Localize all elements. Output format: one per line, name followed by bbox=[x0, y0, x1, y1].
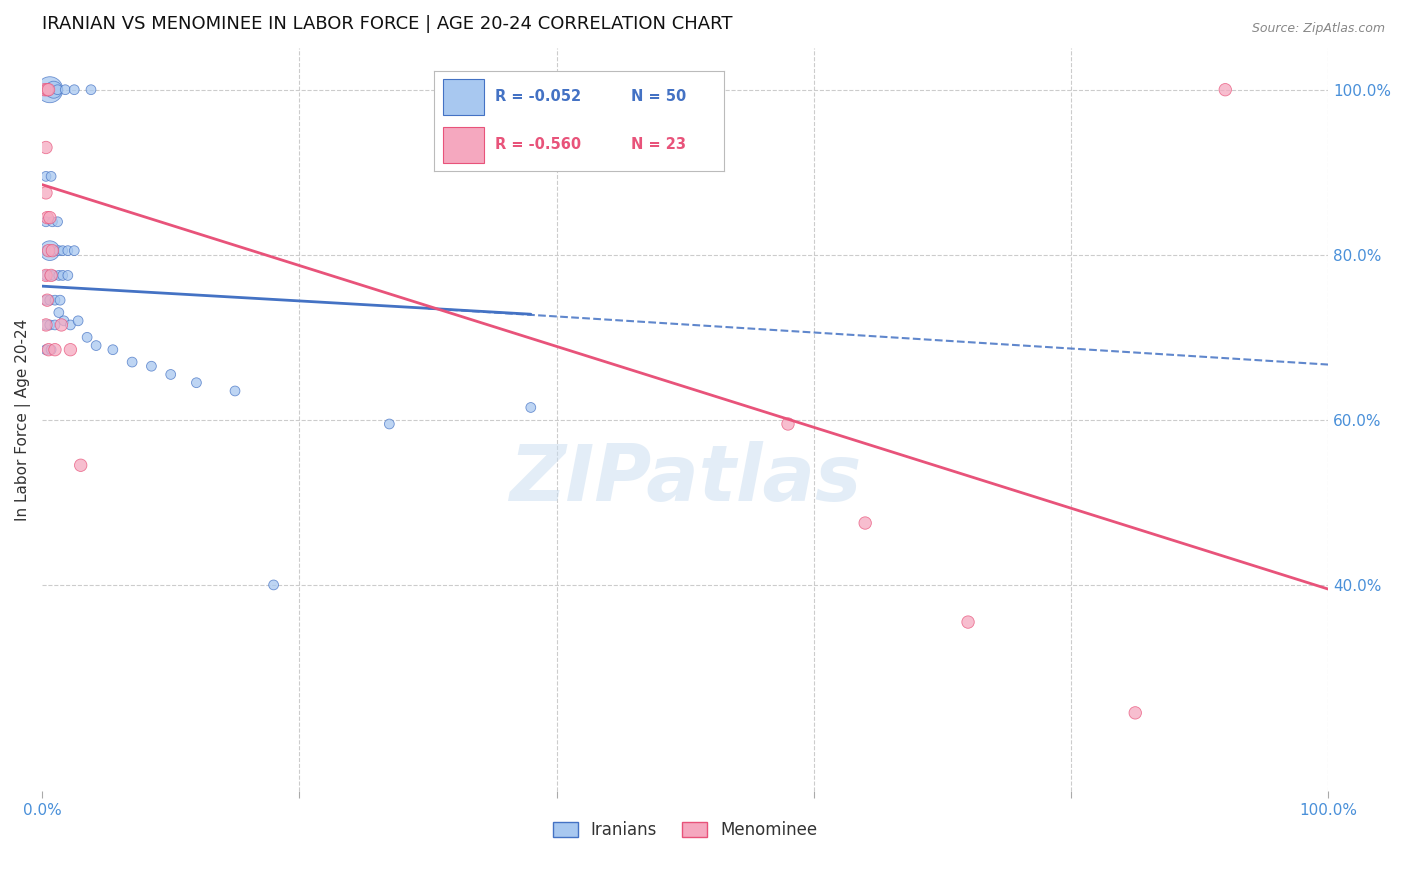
Point bbox=[46, 215, 69, 229]
Point bbox=[853, 516, 876, 530]
Point bbox=[67, 314, 90, 328]
Point bbox=[35, 186, 58, 200]
Point bbox=[101, 343, 124, 357]
Point bbox=[1213, 83, 1236, 97]
Point bbox=[38, 318, 60, 332]
Point bbox=[44, 293, 66, 308]
Point bbox=[35, 318, 58, 332]
Point bbox=[957, 615, 980, 629]
Point bbox=[141, 359, 163, 374]
Point bbox=[63, 83, 86, 97]
Point bbox=[69, 458, 91, 473]
Point bbox=[35, 140, 58, 154]
Point bbox=[38, 293, 60, 308]
Point bbox=[35, 343, 58, 357]
Point bbox=[34, 83, 56, 97]
Point bbox=[49, 293, 72, 308]
Point bbox=[37, 293, 59, 308]
Point bbox=[520, 401, 543, 415]
Point bbox=[56, 244, 79, 258]
Point bbox=[39, 268, 62, 283]
Point bbox=[159, 368, 181, 382]
Point bbox=[44, 343, 66, 357]
Point bbox=[52, 268, 75, 283]
Point bbox=[80, 83, 103, 97]
Point bbox=[52, 244, 75, 258]
Point bbox=[42, 268, 65, 283]
Point bbox=[59, 318, 82, 332]
Point bbox=[38, 343, 60, 357]
Point bbox=[53, 83, 76, 97]
Text: IRANIAN VS MENOMINEE IN LABOR FORCE | AGE 20-24 CORRELATION CHART: IRANIAN VS MENOMINEE IN LABOR FORCE | AG… bbox=[42, 15, 733, 33]
Text: ZIPatlas: ZIPatlas bbox=[509, 442, 862, 517]
Point bbox=[38, 244, 60, 258]
Point bbox=[37, 83, 59, 97]
Point bbox=[121, 355, 143, 369]
Point bbox=[35, 268, 58, 283]
Point bbox=[48, 305, 70, 319]
Point bbox=[38, 244, 60, 258]
Point bbox=[186, 376, 208, 390]
Point bbox=[224, 384, 246, 398]
Point bbox=[38, 83, 60, 97]
Point bbox=[41, 215, 63, 229]
Point bbox=[38, 211, 60, 225]
Point bbox=[76, 330, 98, 344]
Point bbox=[37, 211, 59, 225]
Point bbox=[776, 417, 799, 431]
Point bbox=[84, 338, 107, 352]
Point bbox=[39, 169, 62, 184]
Point bbox=[38, 83, 60, 97]
Point bbox=[42, 83, 65, 97]
Point bbox=[39, 343, 62, 357]
Point bbox=[1123, 706, 1146, 720]
Point bbox=[51, 318, 73, 332]
Point bbox=[38, 268, 60, 283]
Legend: Iranians, Menominee: Iranians, Menominee bbox=[546, 814, 824, 847]
Point bbox=[59, 343, 82, 357]
Point bbox=[35, 293, 58, 308]
Point bbox=[63, 244, 86, 258]
Point bbox=[35, 169, 58, 184]
Point bbox=[42, 244, 65, 258]
Point bbox=[35, 268, 58, 283]
Text: Source: ZipAtlas.com: Source: ZipAtlas.com bbox=[1251, 22, 1385, 36]
Point bbox=[44, 318, 66, 332]
Point bbox=[48, 268, 70, 283]
Point bbox=[46, 83, 69, 97]
Y-axis label: In Labor Force | Age 20-24: In Labor Force | Age 20-24 bbox=[15, 318, 31, 521]
Point bbox=[56, 268, 79, 283]
Point bbox=[41, 244, 63, 258]
Point bbox=[48, 244, 70, 258]
Point bbox=[34, 83, 56, 97]
Point bbox=[35, 318, 58, 332]
Point bbox=[53, 314, 76, 328]
Point bbox=[263, 578, 285, 592]
Point bbox=[378, 417, 401, 431]
Point bbox=[35, 244, 58, 258]
Point bbox=[35, 215, 58, 229]
Point bbox=[37, 83, 59, 97]
